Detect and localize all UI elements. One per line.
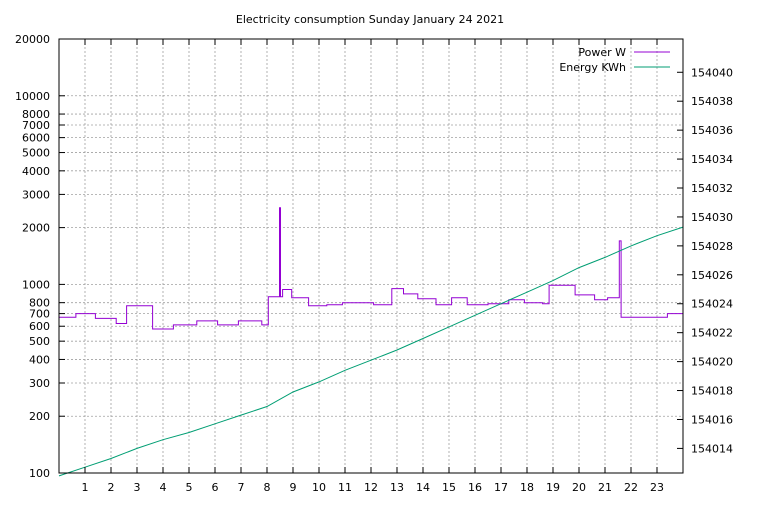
legend-label: Power W [578, 46, 626, 59]
y-tick-label: 100 [29, 467, 50, 480]
y2-tick-label: 154016 [691, 413, 733, 426]
y2-tick-label: 154034 [691, 153, 733, 166]
x-tick-label: 10 [312, 481, 326, 494]
x-tick-label: 17 [494, 481, 508, 494]
x-tick-label: 13 [390, 481, 404, 494]
y2-tick-label: 154028 [691, 240, 733, 253]
series-layer [58, 207, 684, 477]
x-tick-label: 6 [212, 481, 219, 494]
x-tick-label: 14 [416, 481, 430, 494]
x-tick-label: 20 [572, 481, 586, 494]
y-tick-label: 1000 [22, 278, 50, 291]
x-tick-label: 1 [82, 481, 89, 494]
y2-tick-label: 154024 [691, 298, 733, 311]
legend-label: Energy KWh [559, 61, 626, 74]
x-tick-label: 9 [290, 481, 297, 494]
y-tick-label: 400 [29, 353, 50, 366]
y-tick-label: 800 [29, 297, 50, 310]
y-tick-label: 5000 [22, 147, 50, 160]
x-tick-label: 8 [264, 481, 271, 494]
y2-tick-label: 154014 [691, 442, 733, 455]
y-tick-label: 500 [29, 335, 50, 348]
y2-tick-label: 154020 [691, 356, 733, 369]
y-tick-label: 20000 [15, 33, 50, 46]
energy-kwh-line [58, 226, 684, 477]
y2-tick-label: 154030 [691, 211, 733, 224]
grid [59, 39, 683, 473]
x-tick-label: 7 [238, 481, 245, 494]
x-tick-label: 22 [624, 481, 638, 494]
y2-tick-label: 154026 [691, 269, 733, 282]
y2-tick-label: 154018 [691, 385, 733, 398]
y-tick-label: 3000 [22, 188, 50, 201]
legend: Power W Energy KWh [559, 46, 670, 74]
x-tick-label: 23 [650, 481, 664, 494]
chart-title: Electricity consumption Sunday January 2… [236, 13, 504, 26]
y-tick-label: 6000 [22, 132, 50, 145]
x-tick-label: 16 [468, 481, 482, 494]
x-tick-label: 21 [598, 481, 612, 494]
y-tick-label: 8000 [22, 108, 50, 121]
y-tick-label: 300 [29, 377, 50, 390]
y2-tick-label: 154022 [691, 327, 733, 340]
y-tick-label: 200 [29, 410, 50, 423]
x-tick-label: 11 [338, 481, 352, 494]
x-tick-label: 12 [364, 481, 378, 494]
x-tick-label: 3 [134, 481, 141, 494]
axes: 1 2 3 4 5 6 7 8 9 10 11 12 13 14 15 16 17 18 19 20 21 22 23100… [15, 33, 733, 494]
y2-tick-label: 154038 [691, 95, 733, 108]
x-tick-label: 4 [160, 481, 167, 494]
power-w-line [59, 207, 683, 330]
x-tick-label: 5 [186, 481, 193, 494]
x-tick-label: 19 [546, 481, 560, 494]
y2-tick-label: 154040 [691, 66, 733, 79]
y-tick-label: 4000 [22, 165, 50, 178]
y2-tick-label: 154032 [691, 182, 733, 195]
y-tick-label: 2000 [22, 222, 50, 235]
x-tick-label: 15 [442, 481, 456, 494]
x-tick-label: 18 [520, 481, 534, 494]
y-tick-label: 700 [29, 308, 50, 321]
y-tick-label: 10000 [15, 90, 50, 103]
y2-tick-label: 154036 [691, 124, 733, 137]
y-tick-label: 600 [29, 320, 50, 333]
y-tick-label: 7000 [22, 119, 50, 132]
x-tick-label: 2 [108, 481, 115, 494]
